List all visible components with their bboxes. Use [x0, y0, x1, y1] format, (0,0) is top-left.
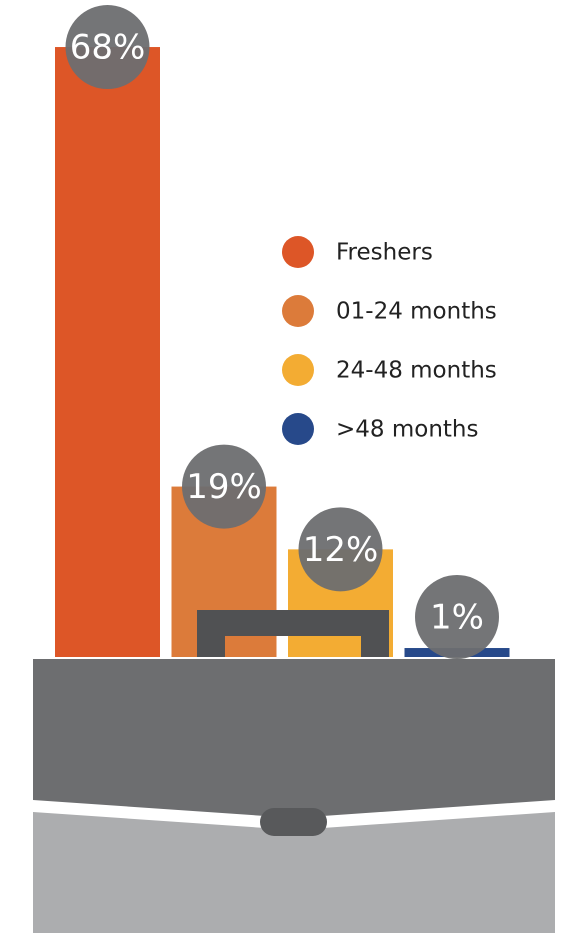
value-label: 68%	[70, 28, 146, 68]
case-bottom	[33, 812, 555, 933]
label-badge	[415, 575, 499, 659]
value-label: 19%	[186, 467, 262, 507]
legend-swatch	[282, 354, 314, 386]
legend-label: Freshers	[336, 240, 433, 266]
legend-label: >48 months	[336, 417, 478, 443]
handle	[197, 610, 389, 657]
value-label: 1%	[430, 598, 484, 638]
legend-label: 24-48 months	[336, 358, 497, 384]
value-label: 12%	[303, 530, 379, 570]
legend-swatch	[282, 236, 314, 268]
briefcase	[33, 610, 555, 933]
label-badge	[298, 507, 383, 592]
case-top	[33, 659, 555, 818]
bar	[55, 47, 160, 658]
legend-swatch	[282, 295, 314, 327]
value-labels: 68% 19% 12% 1%	[65, 5, 499, 659]
clasp	[260, 808, 327, 836]
legend: Freshers 01-24 months 24-48 months >48 mont…	[282, 236, 497, 445]
legend-label: 01-24 months	[336, 299, 497, 325]
bars	[55, 47, 510, 658]
legend-swatch	[282, 413, 314, 445]
label-badge	[65, 5, 150, 90]
label-badge	[182, 444, 266, 529]
